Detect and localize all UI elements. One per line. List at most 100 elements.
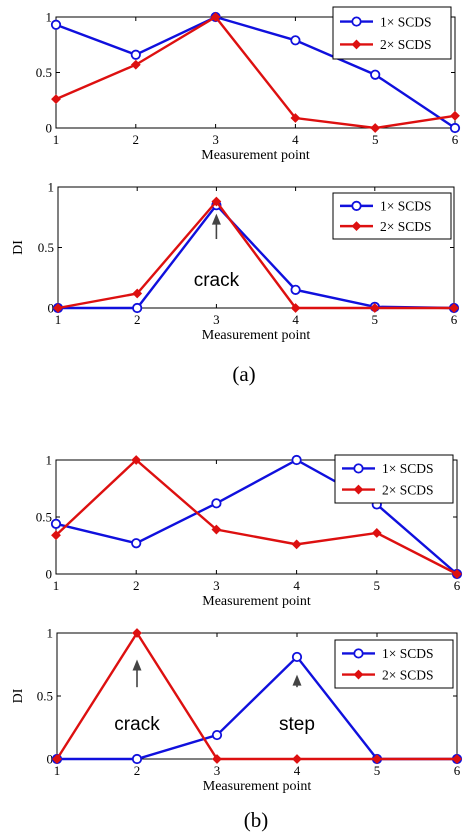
y-axis-label: DI bbox=[11, 688, 26, 703]
series-line-2 bbox=[55, 458, 458, 576]
x-tick-label: 6 bbox=[454, 578, 461, 593]
y-tick-label: 0.5 bbox=[36, 65, 52, 80]
x-tick-label: 3 bbox=[213, 312, 220, 327]
x-tick-label: 1 bbox=[53, 132, 60, 147]
data-point-series-2 bbox=[449, 303, 459, 313]
y-tick-label: 1 bbox=[46, 453, 53, 468]
data-point-series-2 bbox=[211, 524, 222, 535]
x-tick-label: 5 bbox=[372, 312, 379, 327]
x-tick-label: 4 bbox=[292, 132, 299, 147]
data-point-series-2 bbox=[53, 303, 63, 313]
legend-box bbox=[332, 6, 452, 60]
legend-marker-1 bbox=[351, 200, 362, 211]
x-tick-label: 3 bbox=[212, 132, 219, 147]
annotation-label: step bbox=[279, 714, 315, 735]
x-tick-label: 4 bbox=[293, 578, 300, 593]
annotation-label: crack bbox=[114, 714, 160, 735]
data-point-series-1 bbox=[50, 19, 62, 30]
series-line-1 bbox=[55, 458, 458, 575]
data-point-series-2 bbox=[450, 110, 460, 121]
data-point-series-2 bbox=[452, 754, 462, 764]
data-point-series-1 bbox=[290, 284, 301, 295]
series-line-2 bbox=[55, 15, 456, 130]
legend-marker-1 bbox=[353, 648, 364, 659]
x-axis-label: Measurement point bbox=[203, 779, 312, 794]
data-point-series-2 bbox=[290, 113, 301, 123]
data-point-series-2 bbox=[132, 628, 142, 638]
x-tick-label: 5 bbox=[374, 578, 381, 593]
data-point-series-1 bbox=[291, 651, 303, 663]
data-point-series-2 bbox=[372, 754, 382, 764]
data-point-series-1 bbox=[290, 35, 301, 46]
y-tick-label: 1 bbox=[46, 10, 53, 25]
y-tick-label: 0.5 bbox=[38, 240, 54, 255]
legend-marker-2 bbox=[353, 484, 364, 495]
series-line-2 bbox=[57, 199, 454, 310]
legend-label-2: 2× SCDS bbox=[382, 482, 434, 497]
series-line-1 bbox=[55, 15, 456, 129]
annotation-arrow-head bbox=[211, 213, 221, 225]
x-tick-label: 6 bbox=[452, 132, 459, 147]
y-tick-label: 0.5 bbox=[37, 689, 53, 704]
data-point-series-2 bbox=[210, 12, 221, 22]
x-axis-label: Measurement point bbox=[202, 328, 311, 343]
data-point-series-1 bbox=[130, 49, 141, 60]
x-tick-label: 2 bbox=[133, 578, 140, 593]
data-point-series-1 bbox=[132, 302, 143, 314]
annotation-arrow-head bbox=[132, 659, 142, 671]
chart-b-top: 1 2 3 4 5 6 0 0.5 1 Measurement point 1× SCDS 2× SC… bbox=[36, 453, 463, 609]
legend-marker-1 bbox=[351, 16, 362, 27]
x-tick-label: 3 bbox=[214, 763, 221, 778]
data-point-series-2 bbox=[51, 94, 61, 105]
chart-a-bottom: 1 2 3 4 5 6 0 0.5 1 Measurement point DI crack 1× SC… bbox=[11, 180, 460, 343]
y-tick-label: 0 bbox=[47, 752, 54, 767]
legend-label-2: 2× SCDS bbox=[380, 37, 432, 52]
chart-a-top: 1 2 3 4 5 6 0 0.5 1 Measurement point 1× SCDS 2× SC… bbox=[36, 6, 461, 163]
legend-label-1: 1× SCDS bbox=[382, 646, 434, 661]
legend-label-1: 1× SCDS bbox=[382, 461, 434, 476]
y-axis-label: DI bbox=[11, 240, 26, 255]
legend-label-2: 2× SCDS bbox=[382, 667, 434, 682]
x-tick-label: 2 bbox=[134, 763, 141, 778]
data-point-series-2 bbox=[212, 754, 222, 764]
x-tick-label: 1 bbox=[53, 578, 60, 593]
x-tick-label: 1 bbox=[55, 312, 62, 327]
data-point-series-1 bbox=[131, 538, 142, 549]
legend-marker-2 bbox=[351, 39, 362, 50]
x-axis-label: Measurement point bbox=[202, 594, 311, 609]
data-point-series-2 bbox=[51, 530, 61, 541]
annotation-label: crack bbox=[194, 270, 240, 291]
x-tick-label: 3 bbox=[213, 578, 220, 593]
x-tick-label: 4 bbox=[292, 312, 299, 327]
x-tick-label: 4 bbox=[294, 763, 301, 778]
data-point-series-1 bbox=[131, 753, 143, 765]
caption-b: (b) bbox=[244, 808, 269, 832]
legend-marker-2 bbox=[353, 669, 364, 680]
data-point-series-2 bbox=[131, 455, 142, 465]
data-point-series-2 bbox=[211, 196, 222, 207]
data-point-series-1 bbox=[291, 454, 302, 466]
data-point-series-1 bbox=[211, 498, 222, 509]
data-point-series-1 bbox=[370, 69, 381, 80]
legend-marker-2 bbox=[351, 221, 362, 232]
data-point-series-2 bbox=[371, 528, 382, 538]
data-point-series-2 bbox=[370, 123, 381, 133]
legend-label-1: 1× SCDS bbox=[380, 199, 432, 214]
legend-box bbox=[334, 454, 454, 504]
x-tick-label: 2 bbox=[134, 312, 141, 327]
data-point-series-1 bbox=[50, 518, 62, 529]
y-tick-label: 0 bbox=[46, 121, 53, 136]
x-axis-label: Measurement point bbox=[201, 148, 310, 163]
data-point-series-2 bbox=[130, 59, 141, 70]
x-tick-label: 6 bbox=[454, 763, 461, 778]
x-tick-label: 5 bbox=[372, 132, 379, 147]
data-point-series-1 bbox=[449, 122, 461, 134]
data-point-series-2 bbox=[132, 288, 143, 299]
x-tick-label: 5 bbox=[374, 763, 381, 778]
chart-b-bottom: 1 2 3 4 5 6 0 0.5 1 Measurement point DI crack step 1… bbox=[11, 626, 463, 794]
x-tick-label: 1 bbox=[54, 763, 61, 778]
y-tick-label: 1 bbox=[47, 626, 54, 641]
series-line-2 bbox=[55, 630, 457, 761]
legend-label-2: 2× SCDS bbox=[380, 219, 432, 234]
